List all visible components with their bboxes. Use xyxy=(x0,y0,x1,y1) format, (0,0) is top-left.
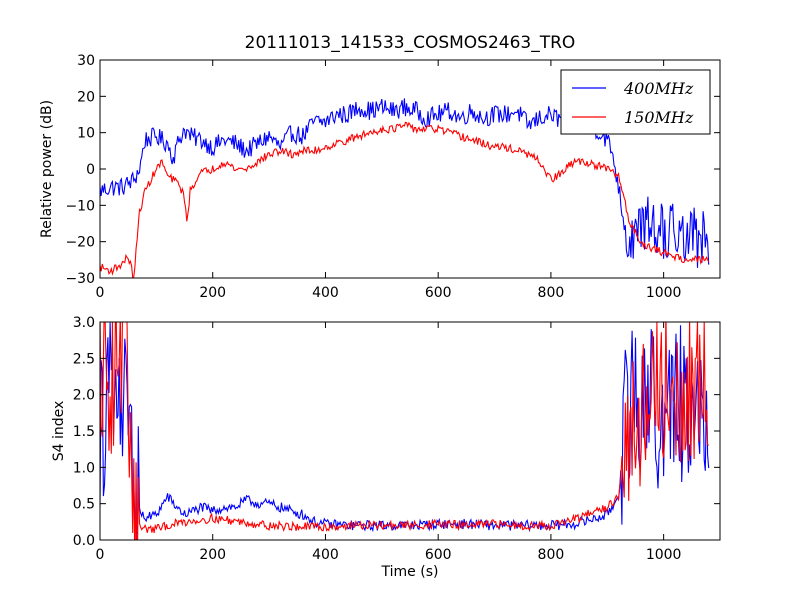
legend: 400MHz 150MHz xyxy=(560,69,711,135)
power-y-axis-label: Relative power (dB) xyxy=(39,100,55,238)
power-x-tick-label: 600 xyxy=(425,285,452,301)
s4-x-tick-label: 1000 xyxy=(646,547,682,563)
power-y-tick-label: 10 xyxy=(77,126,95,142)
s4-axis-ticks: 0 200 400 600 800 1000 0.0 0.5 1.0 1.5 2.0 2.5 3.0 xyxy=(73,315,720,563)
power-y-tick-label: 0 xyxy=(86,162,95,178)
legend-label-150mhz: 150MHz xyxy=(624,108,694,127)
s4-x-tick-label: 600 xyxy=(425,547,452,563)
legend-box xyxy=(560,69,711,135)
s4-y-tick-label: 2.0 xyxy=(73,388,95,404)
s4-series-line-150mhz xyxy=(100,322,709,540)
s4-panel: 0 200 400 600 800 1000 0.0 0.5 1.0 1.5 2.0 2.5 3.0 S… xyxy=(51,315,721,580)
s4-x-tick-label: 200 xyxy=(199,547,226,563)
s4-x-tick-label: 0 xyxy=(96,547,105,563)
s4-y-tick-label: 0.5 xyxy=(73,497,95,513)
figure-title: 20111013_141533_COSMOS2463_TRO xyxy=(245,33,576,53)
power-series-line-150mhz xyxy=(100,121,710,278)
power-axis-ticks: 0 200 400 600 800 1000 −30 −20 −10 0 10 20 30 xyxy=(65,53,720,301)
power-x-tick-label: 400 xyxy=(312,285,339,301)
power-x-tick-label: 800 xyxy=(538,285,565,301)
s4-y-tick-label: 0.0 xyxy=(73,533,95,549)
power-y-tick-label: −20 xyxy=(65,235,95,251)
power-x-tick-label: 0 xyxy=(96,285,105,301)
legend-label-400mhz: 400MHz xyxy=(623,79,694,98)
s4-series-line-400mhz xyxy=(100,322,710,540)
power-x-tick-label: 1000 xyxy=(646,285,682,301)
s4-y-tick-label: 2.5 xyxy=(73,351,95,367)
s4-x-tick-label: 400 xyxy=(312,547,339,563)
power-panel: 0 200 400 600 800 1000 −30 −20 −10 0 10 20 30 Relati… xyxy=(39,53,721,301)
power-series-line-400mhz xyxy=(100,98,710,268)
power-y-tick-label: 20 xyxy=(77,89,95,105)
power-series-group xyxy=(100,98,710,278)
x-axis-label: Time (s) xyxy=(381,564,439,580)
s4-y-tick-label: 3.0 xyxy=(73,315,95,331)
s4-y-tick-label: 1.5 xyxy=(73,424,95,440)
s4-series-group xyxy=(100,322,710,540)
s4-x-tick-label: 800 xyxy=(538,547,565,563)
s4-y-axis-label: S4 index xyxy=(51,401,67,462)
power-x-tick-label: 200 xyxy=(199,285,226,301)
power-y-tick-label: −30 xyxy=(65,271,95,287)
power-y-tick-label: 30 xyxy=(77,53,95,69)
power-y-tick-label: −10 xyxy=(65,198,95,214)
s4-y-tick-label: 1.0 xyxy=(73,460,95,476)
